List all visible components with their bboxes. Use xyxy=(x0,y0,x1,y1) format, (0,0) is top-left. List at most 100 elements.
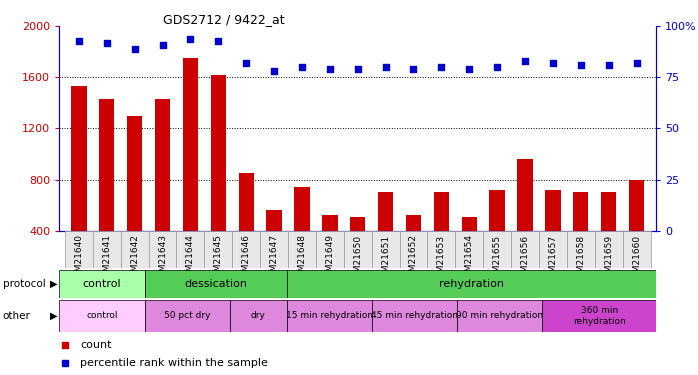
Bar xyxy=(461,217,477,282)
Text: dessication: dessication xyxy=(184,279,247,289)
Text: GSM21656: GSM21656 xyxy=(521,234,530,284)
Bar xyxy=(267,210,282,282)
Text: GSM21640: GSM21640 xyxy=(75,234,83,284)
Bar xyxy=(406,215,421,282)
Text: GSM21648: GSM21648 xyxy=(297,234,306,284)
Point xyxy=(519,58,530,64)
Point xyxy=(603,62,614,68)
Text: ▶: ▶ xyxy=(50,279,58,289)
FancyBboxPatch shape xyxy=(149,231,177,268)
FancyBboxPatch shape xyxy=(316,231,344,268)
Bar xyxy=(489,190,505,282)
Text: GDS2712 / 9422_at: GDS2712 / 9422_at xyxy=(163,13,284,26)
Bar xyxy=(155,99,170,282)
FancyBboxPatch shape xyxy=(427,231,455,268)
Bar xyxy=(601,192,616,282)
Text: GSM21659: GSM21659 xyxy=(604,234,614,284)
Point xyxy=(547,60,558,66)
FancyBboxPatch shape xyxy=(59,300,144,332)
Text: GSM21651: GSM21651 xyxy=(381,234,390,284)
Point xyxy=(408,66,419,72)
Text: GSM21646: GSM21646 xyxy=(242,234,251,284)
Text: rehydration: rehydration xyxy=(439,279,504,289)
Text: GSM21654: GSM21654 xyxy=(465,234,474,284)
FancyBboxPatch shape xyxy=(372,300,457,332)
Bar xyxy=(629,180,644,282)
Text: ▶: ▶ xyxy=(50,311,58,321)
FancyBboxPatch shape xyxy=(232,231,260,268)
FancyBboxPatch shape xyxy=(59,270,144,298)
Point xyxy=(157,42,168,48)
Bar xyxy=(239,173,254,282)
Point xyxy=(575,62,586,68)
Bar xyxy=(350,217,365,282)
FancyBboxPatch shape xyxy=(542,300,656,332)
FancyBboxPatch shape xyxy=(144,300,230,332)
FancyBboxPatch shape xyxy=(483,231,511,268)
Text: GSM21658: GSM21658 xyxy=(577,234,586,284)
Bar xyxy=(295,187,310,282)
Bar xyxy=(211,75,226,282)
FancyBboxPatch shape xyxy=(567,231,595,268)
Point xyxy=(325,66,336,72)
Text: count: count xyxy=(80,340,112,350)
Text: GSM21644: GSM21644 xyxy=(186,234,195,283)
Bar xyxy=(433,192,449,282)
FancyBboxPatch shape xyxy=(65,231,93,268)
Point xyxy=(463,66,475,72)
FancyBboxPatch shape xyxy=(144,270,287,298)
Text: dry: dry xyxy=(251,311,266,320)
FancyBboxPatch shape xyxy=(260,231,288,268)
Point xyxy=(380,64,391,70)
Text: 45 min rehydration: 45 min rehydration xyxy=(371,311,458,320)
Bar xyxy=(378,192,393,282)
Bar xyxy=(322,215,338,282)
FancyBboxPatch shape xyxy=(230,300,287,332)
FancyBboxPatch shape xyxy=(371,231,399,268)
Point xyxy=(185,36,196,42)
Point xyxy=(73,38,84,44)
Text: GSM21641: GSM21641 xyxy=(102,234,111,284)
Text: GSM21643: GSM21643 xyxy=(158,234,167,284)
Bar xyxy=(99,99,114,282)
FancyBboxPatch shape xyxy=(457,300,542,332)
Text: control: control xyxy=(87,311,118,320)
FancyBboxPatch shape xyxy=(344,231,371,268)
Text: 50 pct dry: 50 pct dry xyxy=(164,311,211,320)
Text: GSM21642: GSM21642 xyxy=(130,234,139,283)
Point xyxy=(631,60,642,66)
Text: GSM21655: GSM21655 xyxy=(493,234,502,284)
Text: control: control xyxy=(82,279,121,289)
Bar xyxy=(545,190,560,282)
FancyBboxPatch shape xyxy=(121,231,149,268)
Point xyxy=(241,60,252,66)
FancyBboxPatch shape xyxy=(623,231,651,268)
Text: 15 min rehydration: 15 min rehydration xyxy=(285,311,373,320)
FancyBboxPatch shape xyxy=(287,300,372,332)
Point xyxy=(491,64,503,70)
Point xyxy=(101,40,112,46)
Bar xyxy=(517,159,533,282)
Point xyxy=(297,64,308,70)
Point xyxy=(436,64,447,70)
FancyBboxPatch shape xyxy=(539,231,567,268)
FancyBboxPatch shape xyxy=(455,231,483,268)
Text: 90 min rehydration: 90 min rehydration xyxy=(456,311,543,320)
Text: GSM21650: GSM21650 xyxy=(353,234,362,284)
Text: GSM21645: GSM21645 xyxy=(214,234,223,284)
Point xyxy=(129,46,140,52)
Point xyxy=(269,68,280,74)
Text: GSM21647: GSM21647 xyxy=(269,234,279,284)
Text: GSM21660: GSM21660 xyxy=(632,234,641,284)
Text: percentile rank within the sample: percentile rank within the sample xyxy=(80,358,268,368)
FancyBboxPatch shape xyxy=(399,231,427,268)
Text: GSM21652: GSM21652 xyxy=(409,234,418,284)
Text: protocol: protocol xyxy=(3,279,45,289)
FancyBboxPatch shape xyxy=(287,270,656,298)
Text: GSM21653: GSM21653 xyxy=(437,234,446,284)
FancyBboxPatch shape xyxy=(511,231,539,268)
FancyBboxPatch shape xyxy=(205,231,232,268)
Text: other: other xyxy=(3,311,31,321)
Point xyxy=(213,38,224,44)
FancyBboxPatch shape xyxy=(177,231,205,268)
